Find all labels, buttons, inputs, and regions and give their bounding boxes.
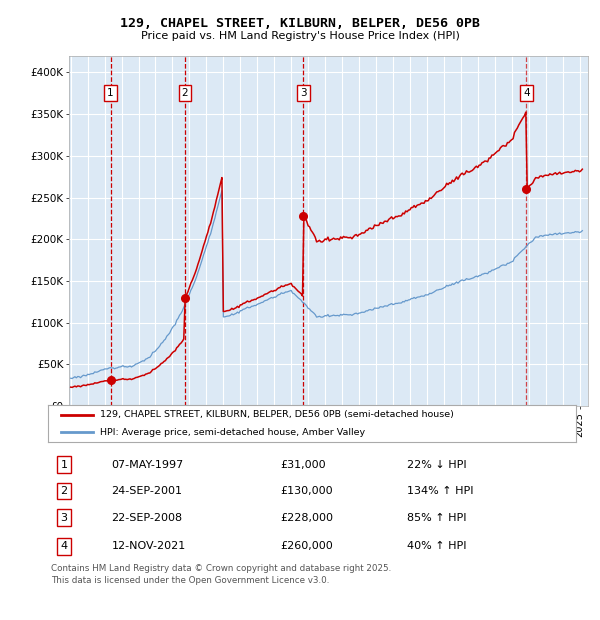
Text: Contains HM Land Registry data © Crown copyright and database right 2025.
This d: Contains HM Land Registry data © Crown c… (51, 564, 391, 585)
Text: 3: 3 (61, 513, 67, 523)
Text: 2: 2 (60, 486, 67, 496)
Text: 22-SEP-2008: 22-SEP-2008 (112, 513, 182, 523)
Text: 85% ↑ HPI: 85% ↑ HPI (407, 513, 467, 523)
Text: 1: 1 (61, 460, 67, 470)
Text: HPI: Average price, semi-detached house, Amber Valley: HPI: Average price, semi-detached house,… (100, 428, 365, 436)
Text: 2: 2 (182, 88, 188, 99)
Text: 4: 4 (60, 541, 67, 551)
Text: Price paid vs. HM Land Registry's House Price Index (HPI): Price paid vs. HM Land Registry's House … (140, 31, 460, 41)
Text: 1: 1 (107, 88, 114, 99)
Text: 3: 3 (300, 88, 307, 99)
Text: 12-NOV-2021: 12-NOV-2021 (112, 541, 185, 551)
Text: £130,000: £130,000 (280, 486, 333, 496)
Text: 4: 4 (523, 88, 530, 99)
Text: £260,000: £260,000 (280, 541, 333, 551)
Text: £31,000: £31,000 (280, 460, 326, 470)
Text: 24-SEP-2001: 24-SEP-2001 (112, 486, 182, 496)
Text: 07-MAY-1997: 07-MAY-1997 (112, 460, 184, 470)
Text: 22% ↓ HPI: 22% ↓ HPI (407, 460, 467, 470)
Text: 129, CHAPEL STREET, KILBURN, BELPER, DE56 0PB: 129, CHAPEL STREET, KILBURN, BELPER, DE5… (120, 17, 480, 30)
Text: 134% ↑ HPI: 134% ↑ HPI (407, 486, 473, 496)
Text: 40% ↑ HPI: 40% ↑ HPI (407, 541, 467, 551)
Text: 129, CHAPEL STREET, KILBURN, BELPER, DE56 0PB (semi-detached house): 129, CHAPEL STREET, KILBURN, BELPER, DE5… (100, 410, 454, 419)
Text: £228,000: £228,000 (280, 513, 334, 523)
